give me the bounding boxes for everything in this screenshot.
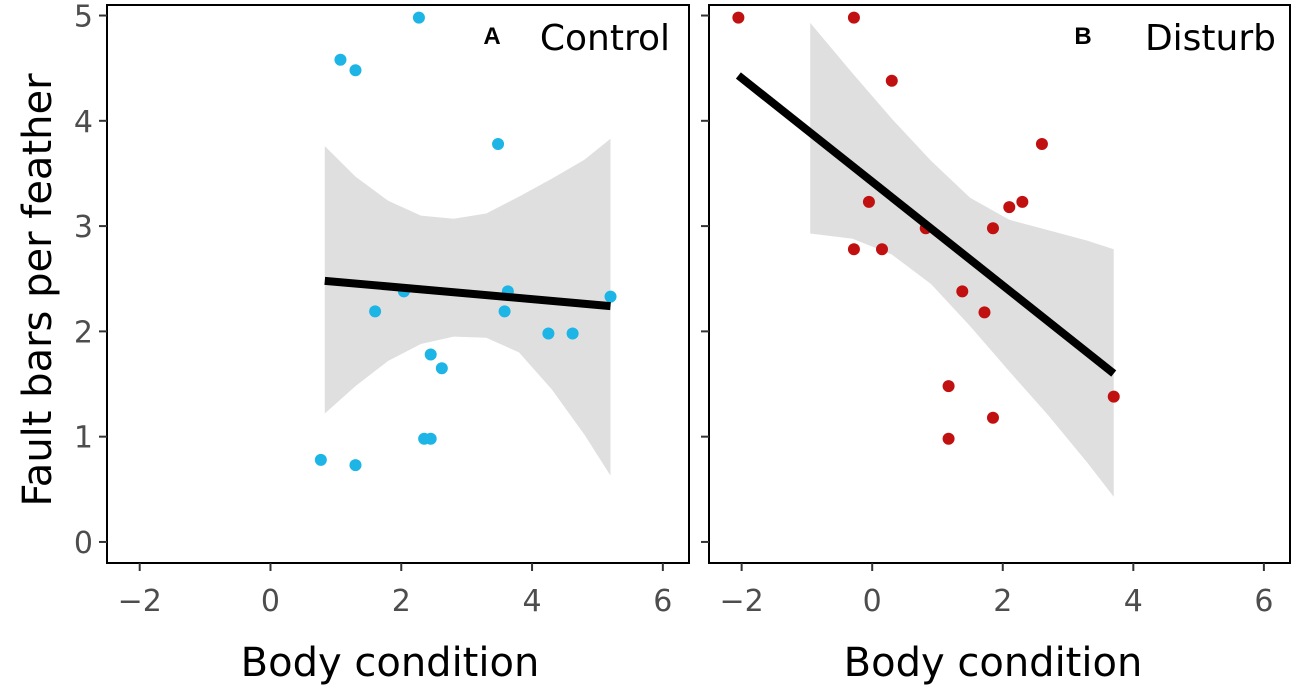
x-tick-label: 0 (863, 584, 882, 619)
y-tick-label: 3 (74, 210, 93, 245)
x-tick-label: 4 (523, 584, 542, 619)
confidence-ribbon (324, 138, 611, 476)
x-tick-label: 6 (653, 584, 672, 619)
data-point (492, 137, 505, 150)
data-point (942, 380, 955, 393)
data-point (498, 305, 511, 318)
data-point (1003, 201, 1016, 214)
data-point (334, 53, 347, 66)
y-tick-label: 2 (74, 315, 93, 350)
data-point (942, 432, 955, 445)
y-tick-label: 5 (74, 0, 93, 35)
data-point (424, 348, 437, 361)
data-point (424, 432, 437, 445)
data-point (412, 11, 425, 24)
data-point (862, 195, 875, 208)
panel-control: −2 0 2 4 6 0 1 2 3 4 5 A Control Body condition (74, 0, 690, 686)
data-point (875, 243, 888, 256)
data-point (847, 243, 860, 256)
panel-border (106, 4, 690, 564)
regression-line (735, 72, 1117, 377)
panel-title: Disturb (1145, 18, 1276, 59)
panel-disturb: −2 0 2 4 6 B Disturb Body condition (701, 4, 1291, 686)
data-point (956, 285, 969, 298)
x-tick-label: 2 (993, 584, 1012, 619)
x-tick-label: 0 (261, 584, 280, 619)
panel-letter: A (483, 23, 500, 50)
data-point (986, 222, 999, 235)
data-point (349, 64, 362, 77)
data-point (604, 290, 617, 303)
data-point (542, 327, 555, 340)
data-point (1107, 390, 1120, 403)
confidence-ribbon (810, 22, 1114, 497)
x-tick-label: −2 (720, 584, 764, 619)
data-point (732, 11, 745, 24)
data-point (349, 459, 362, 472)
y-tick-label: 0 (74, 526, 93, 561)
data-point (369, 305, 382, 318)
data-point (314, 453, 327, 466)
data-point (986, 411, 999, 424)
x-tick-label: 4 (1124, 584, 1143, 619)
data-point (435, 362, 448, 375)
data-point (978, 306, 991, 319)
data-point (847, 11, 860, 24)
data-point (1035, 137, 1048, 150)
panel-border (708, 4, 1291, 564)
x-tick-label: −2 (118, 584, 162, 619)
data-point (885, 74, 898, 87)
regression-line (324, 276, 611, 311)
panel-title: Control (540, 18, 670, 59)
x-axis-title: Body condition (844, 640, 1143, 686)
x-axis-title: Body condition (241, 640, 540, 686)
data-point (1016, 195, 1029, 208)
data-point (566, 327, 579, 340)
x-tick-label: 6 (1254, 584, 1273, 619)
y-tick-label: 4 (74, 105, 93, 140)
y-axis-title: Fault bars per feather (15, 73, 61, 507)
x-tick-label: 2 (392, 584, 411, 619)
y-tick-label: 1 (74, 421, 93, 456)
panel-letter: B (1074, 23, 1091, 50)
